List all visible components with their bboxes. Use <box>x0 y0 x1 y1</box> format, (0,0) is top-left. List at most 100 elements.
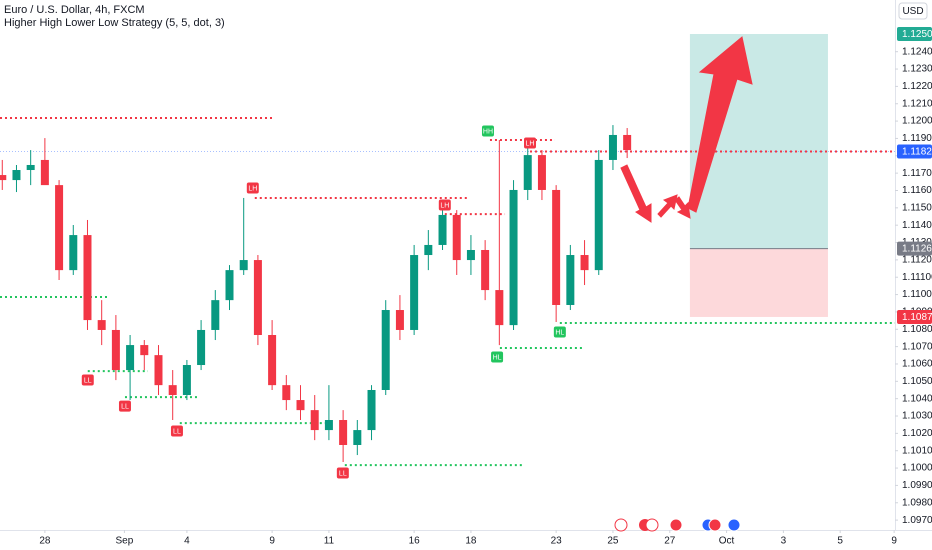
y-tick-label: 1.10600 <box>902 359 932 370</box>
pivot-badge <box>336 467 349 479</box>
candle-body <box>566 255 575 305</box>
price-label-box <box>897 27 932 42</box>
candle-body <box>395 310 404 330</box>
candle-body <box>182 365 191 396</box>
y-tick-label: 1.12200 <box>902 81 932 92</box>
candle-body <box>0 175 7 181</box>
y-tick-label: 1.09700 <box>902 515 932 526</box>
x-tick-label: 5 <box>837 536 843 547</box>
indicator-title: Higher High Lower Low Strategy (5, 5, do… <box>4 17 225 29</box>
candle-body <box>424 244 433 256</box>
y-tick-label: 1.11500 <box>902 202 932 213</box>
candle-body <box>40 159 49 186</box>
y-tick-label: 1.11000 <box>902 289 932 300</box>
pivot-badge <box>524 137 537 149</box>
y-tick-label: 1.12300 <box>902 64 932 75</box>
event-icon[interactable] <box>614 518 628 532</box>
arrow-up-large <box>687 36 753 213</box>
candle-body <box>438 214 447 245</box>
currency-box[interactable] <box>898 2 928 20</box>
x-tick-label: Oct <box>719 536 735 547</box>
y-tick-label: 1.11400 <box>902 220 932 231</box>
pivot-badge <box>491 351 504 363</box>
projection-arrows <box>620 36 753 223</box>
candle-body <box>296 400 305 411</box>
candle-body <box>367 389 376 431</box>
candle-body <box>197 329 206 366</box>
y-tick-label: 1.10700 <box>902 341 932 352</box>
candle-body <box>481 249 490 291</box>
candle-body <box>126 345 135 371</box>
price-label: 1.11825 <box>902 147 932 158</box>
pivot-label: HH <box>483 128 493 135</box>
candle-body <box>310 410 319 431</box>
candle-body <box>211 300 220 330</box>
price-label-box <box>897 309 932 324</box>
chart-title: Euro / U.S. Dollar, 4h, FXCM <box>4 4 145 16</box>
x-tick-label: 25 <box>607 536 619 547</box>
pivot-badge <box>246 182 259 194</box>
candle-body <box>225 270 234 301</box>
arrow-down <box>620 164 652 223</box>
x-tick-label: 16 <box>409 536 421 547</box>
x-tick-label: 4 <box>184 536 190 547</box>
price-label: 1.11265 <box>902 244 932 255</box>
candle-body <box>111 329 120 371</box>
candle-body <box>12 170 21 181</box>
pivot-badge <box>170 425 183 437</box>
y-tick-label: 1.09800 <box>902 497 932 508</box>
y-tick-label: 1.12100 <box>902 98 932 109</box>
candle-body <box>282 385 291 401</box>
x-tick-label: 27 <box>664 536 676 547</box>
x-tick-label: 9 <box>269 536 275 547</box>
candle-body <box>466 249 475 261</box>
pivot-label: LH <box>248 185 257 192</box>
pivot-label: LL <box>121 403 129 410</box>
pivot-badge <box>438 199 451 211</box>
y-tick-label: 1.10200 <box>902 428 932 439</box>
pivot-label: LH <box>526 140 535 147</box>
candle-body <box>168 385 177 396</box>
event-icon[interactable] <box>645 518 659 532</box>
candle-body <box>381 310 390 390</box>
price-label: 1.12502 <box>902 29 932 40</box>
y-tick-label: 1.11900 <box>902 133 932 144</box>
x-tick-label: 9 <box>891 536 897 547</box>
price-label-box <box>897 144 932 159</box>
candle-body <box>339 420 348 445</box>
y-tick-label: 1.10500 <box>902 376 932 387</box>
candle-body <box>623 134 632 151</box>
price-label-box <box>897 241 932 256</box>
event-icons[interactable] <box>614 518 741 532</box>
candle-body <box>140 345 149 356</box>
candle-body <box>97 320 106 330</box>
candle-body <box>495 290 504 326</box>
candle-body <box>552 189 561 305</box>
event-icon[interactable] <box>727 518 741 532</box>
event-icon[interactable] <box>669 518 683 532</box>
arrow-down-small <box>674 196 691 219</box>
y-tick-label: 1.11100 <box>902 272 932 283</box>
candle-body <box>268 335 277 386</box>
y-tick-label: 1.12000 <box>902 116 932 127</box>
pivot-badge <box>553 326 566 338</box>
candle-body <box>69 235 78 271</box>
candle-body <box>154 355 163 386</box>
candle-body <box>594 159 603 271</box>
pivot-badge <box>481 125 494 137</box>
currency[interactable]: USD <box>902 6 923 17</box>
pivot-label: HL <box>555 329 564 336</box>
candle-body <box>83 235 92 321</box>
candle-body <box>452 214 461 261</box>
x-tick-label: 18 <box>465 536 477 547</box>
x-tick-label: 28 <box>39 536 51 547</box>
event-icon[interactable] <box>708 518 722 532</box>
candle-body <box>608 134 617 160</box>
candle-body <box>353 430 362 445</box>
candle-body <box>523 155 532 190</box>
candle-body <box>324 420 333 431</box>
pivot-label: LH <box>440 202 449 209</box>
y-tick-label: 1.10800 <box>902 324 932 335</box>
x-tick-label: 23 <box>551 536 563 547</box>
